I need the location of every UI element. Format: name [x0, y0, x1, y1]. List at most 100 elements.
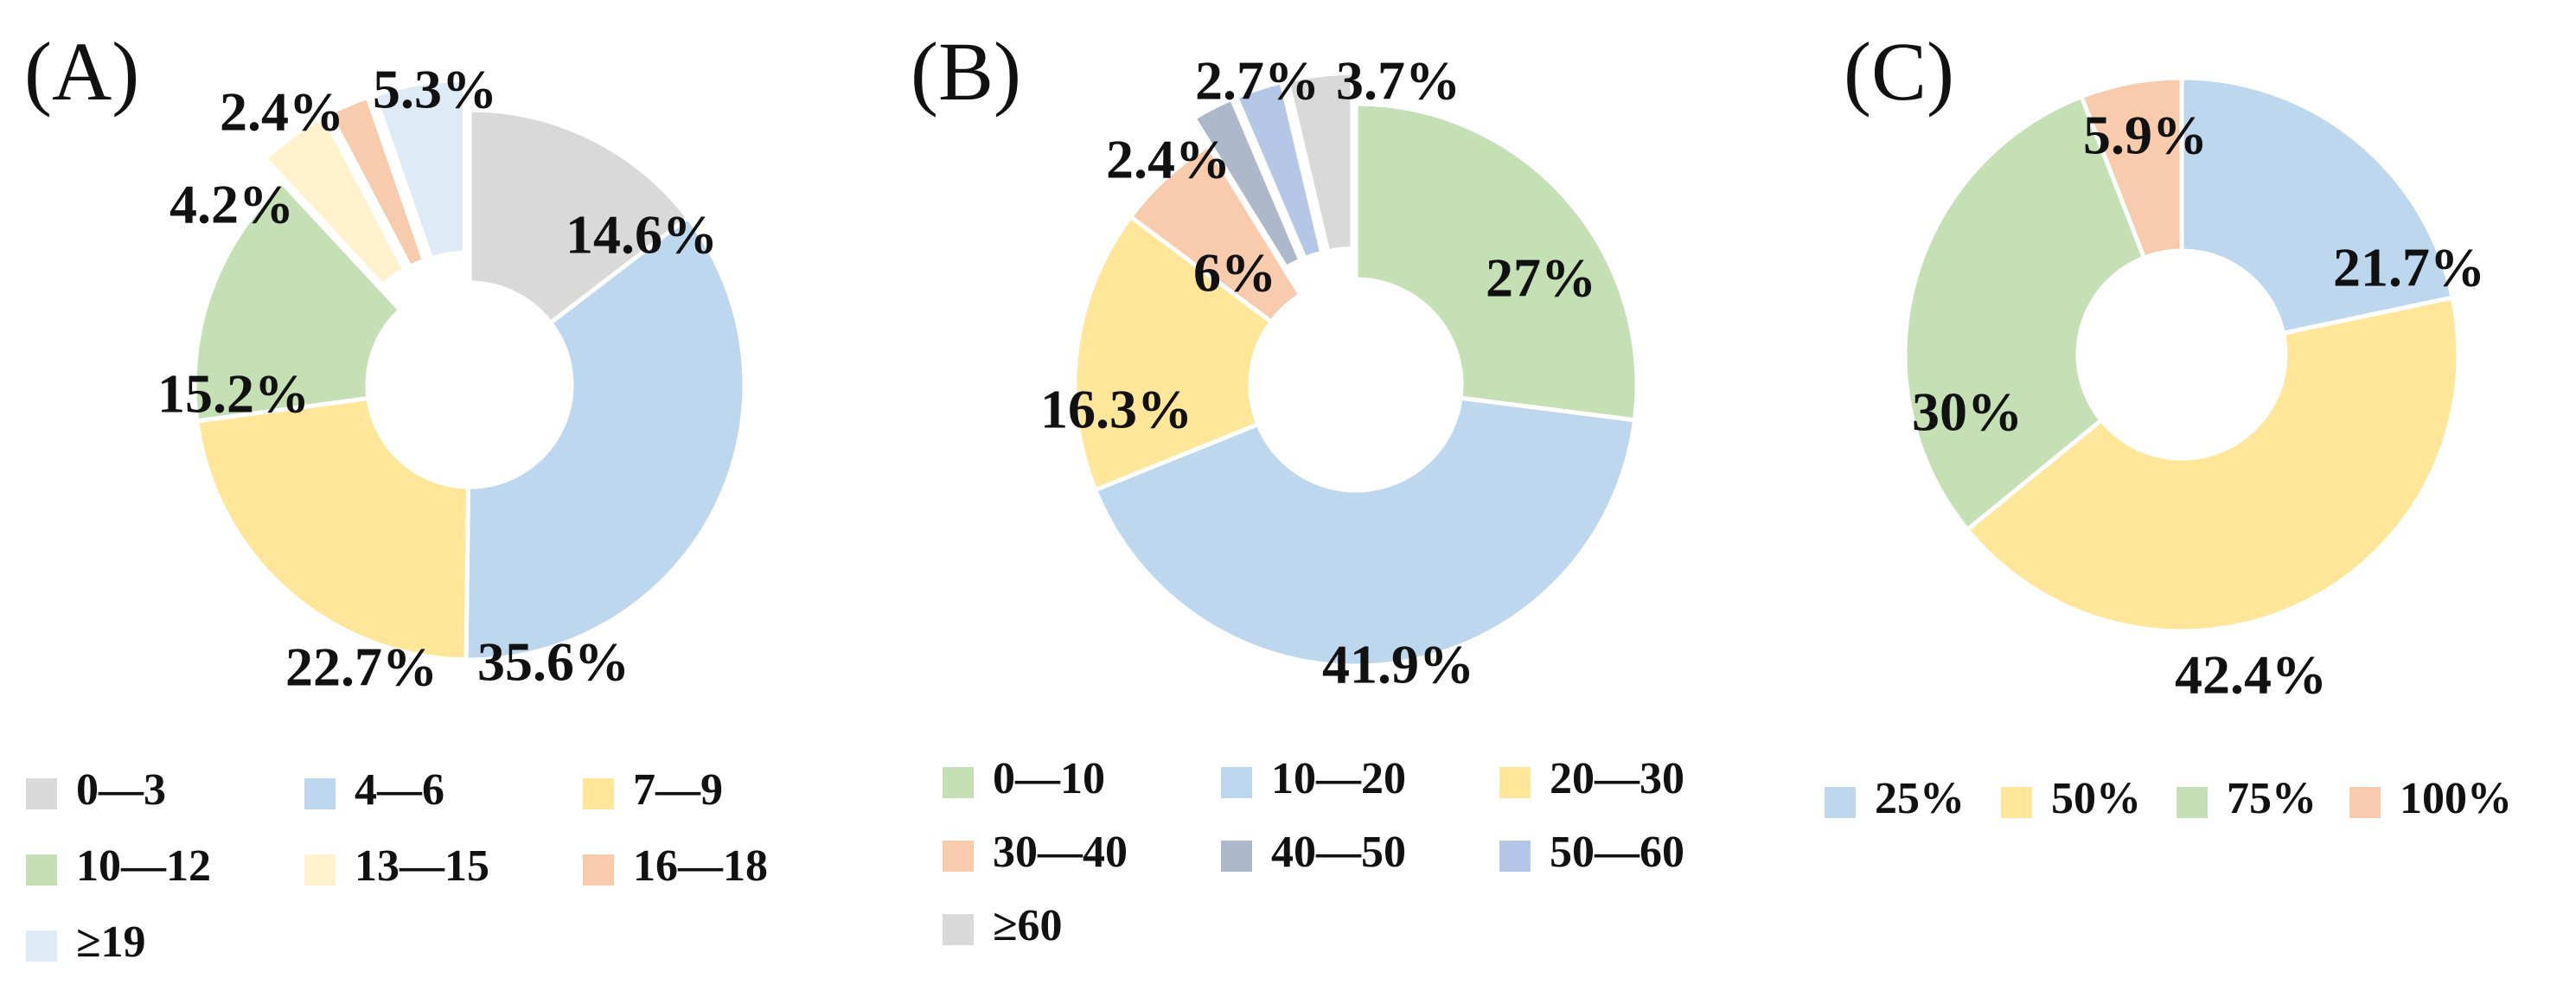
donut-slice — [1353, 101, 1640, 423]
data-label: 15.2% — [157, 363, 310, 425]
donut-slice — [463, 214, 747, 662]
legend-label: 4—6 — [355, 765, 444, 815]
legend-swatch — [583, 854, 614, 886]
legend-label: 50% — [2051, 774, 2141, 823]
legend-swatch — [2001, 787, 2032, 818]
chart-panel-b: (B) 27% 41.9% 16.3% 6% 2.4% 2.7% 3.7% 0—10 10—20 2… — [911, 25, 1684, 950]
data-label: 5.9% — [2083, 105, 2208, 166]
legend-label: 10—12 — [76, 841, 211, 891]
legend-swatch — [1221, 767, 1252, 798]
legend-swatch — [1221, 841, 1252, 872]
legend-swatch — [26, 931, 57, 962]
data-label: 30% — [1912, 381, 2023, 443]
legend-label: 7—9 — [633, 765, 723, 815]
legend-swatch — [1499, 767, 1531, 798]
donut-slice — [2179, 75, 2456, 336]
legend-label: 13—15 — [355, 841, 489, 891]
legend-label: 16—18 — [633, 841, 768, 891]
data-label: 2.4% — [220, 81, 344, 143]
legend-swatch — [583, 778, 614, 809]
legend-swatch — [26, 854, 57, 886]
legend-label: 40—50 — [1271, 828, 1406, 877]
legend-label: 100% — [2400, 774, 2512, 823]
legend-label: 0—10 — [993, 754, 1105, 803]
donut-slice — [326, 94, 427, 270]
data-label: 21.7% — [2333, 237, 2485, 298]
data-label: 2.7% — [1195, 50, 1320, 112]
donut-slice — [262, 113, 408, 289]
legend-item: 50—60 — [1499, 828, 1684, 877]
data-label: 22.7% — [285, 636, 438, 698]
legend-swatch — [1825, 787, 1856, 818]
legend-swatch — [1499, 841, 1531, 872]
donut-slice — [1902, 93, 2147, 533]
donut-slice — [467, 107, 691, 326]
data-label: 5.3% — [373, 59, 497, 120]
legend-label: 50—60 — [1550, 828, 1684, 877]
legend: 25% 50% 75% 100% — [1825, 774, 2512, 823]
legend-item: 0—10 — [943, 754, 1105, 803]
legend-label: ≥60 — [993, 901, 1063, 950]
legend-swatch — [304, 854, 336, 886]
legend-swatch — [2176, 787, 2208, 818]
legend-item: 10—20 — [1221, 754, 1406, 803]
legend: 0—10 10—20 20—30 30—40 40—50 50—60 ≥60 — [943, 754, 1684, 950]
donut-slice — [192, 180, 404, 424]
donut-slice — [1092, 395, 1638, 668]
legend-item: 16—18 — [583, 841, 768, 891]
data-label: 6% — [1193, 242, 1276, 304]
donut-slice — [1191, 95, 1304, 271]
legend-item: 0—3 — [26, 765, 166, 815]
legend-item: 4—6 — [304, 765, 444, 815]
legend-item: 50% — [2001, 774, 2141, 823]
legend-item: 30—40 — [943, 828, 1128, 877]
legend-label: 75% — [2227, 774, 2317, 823]
legend-item: 13—15 — [304, 841, 489, 891]
legend: 0—3 4—6 7—9 10—12 13—15 16—18 ≥19 — [26, 765, 768, 967]
donut-slice — [194, 395, 471, 662]
legend-item: 25% — [1825, 774, 1965, 823]
legend-label: 10—20 — [1271, 754, 1406, 803]
donut-slice — [1127, 142, 1304, 325]
data-label: 42.4% — [2175, 644, 2327, 706]
legend-swatch — [26, 778, 57, 809]
legend-item: ≥60 — [943, 901, 1063, 950]
legend-swatch — [943, 914, 974, 945]
legend-swatch — [2349, 787, 2381, 818]
legend-label: 0—3 — [76, 765, 166, 815]
legend-item: 100% — [2349, 774, 2512, 823]
donut-slice — [1233, 79, 1325, 262]
data-label: 41.9% — [1322, 634, 1474, 695]
legend-swatch — [304, 778, 336, 809]
legend-swatch — [943, 841, 974, 872]
data-label: 4.2% — [169, 174, 294, 235]
legend-label: 25% — [1875, 774, 1965, 823]
donut-slice — [372, 78, 467, 262]
legend-label: ≥19 — [76, 918, 146, 967]
data-label: 35.6% — [477, 631, 630, 693]
legend-item: 75% — [2176, 774, 2317, 823]
donut-slice — [1284, 70, 1355, 254]
chart-panel-c: (C) 21.7% 42.4% 30% 5.9% 25% 50% 75% 100% — [1825, 25, 2512, 823]
legend-item: ≥19 — [26, 918, 146, 967]
legend-item: 20—30 — [1499, 754, 1684, 803]
legend-label: 30—40 — [993, 828, 1128, 877]
donut-slice — [1072, 214, 1275, 493]
legend-item: 10—12 — [26, 841, 211, 891]
panel-label: (A) — [24, 25, 139, 118]
data-label: 27% — [1486, 247, 1596, 309]
data-label: 3.7% — [1336, 50, 1461, 112]
panel-label: (C) — [1844, 25, 1954, 118]
legend-item: 7—9 — [583, 765, 723, 815]
data-label: 16.3% — [1040, 379, 1192, 440]
legend-item: 40—50 — [1221, 828, 1406, 877]
data-label: 2.4% — [1106, 129, 1230, 190]
donut-slice — [2078, 75, 2184, 261]
panel-label: (B) — [911, 25, 1021, 118]
data-label: 14.6% — [566, 204, 718, 265]
chart-panel-a: (A) 14.6% 35.6% 22.7% 15.2% 4.2% 2.4% 5.3% 0—3 4—… — [24, 25, 768, 967]
legend-swatch — [943, 767, 974, 798]
donut-slice — [1964, 295, 2461, 634]
legend-label: 20—30 — [1550, 754, 1684, 803]
